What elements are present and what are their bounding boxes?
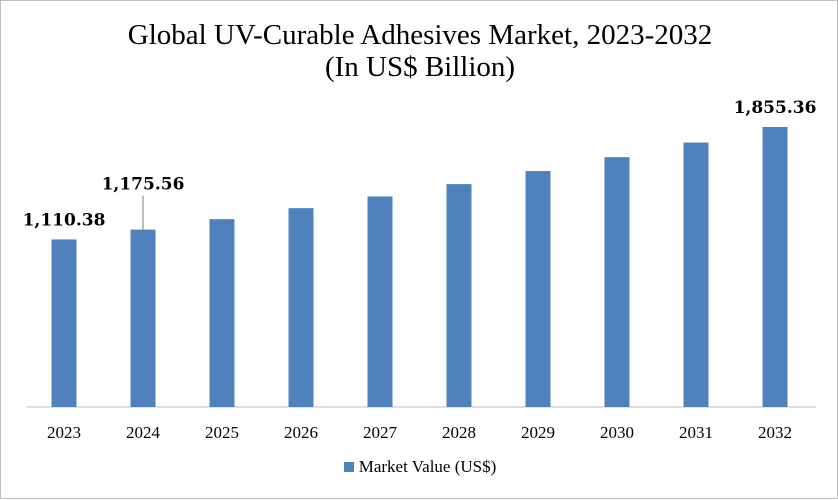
x-tick-label: 2025 [205, 423, 239, 442]
legend: Market Value (US$) [1, 457, 838, 477]
x-tick-label: 2026 [284, 423, 318, 442]
bar-2030 [604, 157, 630, 407]
x-tick-label: 2032 [758, 423, 792, 442]
x-tick-label: 2027 [363, 423, 398, 442]
legend-swatch [343, 462, 354, 472]
bar-2031 [683, 142, 709, 407]
bar-2028 [446, 184, 472, 407]
chart-title: Global UV-Curable Adhesives Market, 2023… [127, 19, 713, 51]
data-label-2032: 1,855.36 [734, 98, 817, 118]
x-tick-label: 2028 [442, 423, 476, 442]
legend-label: Market Value (US$) [358, 457, 497, 476]
bar-2027 [367, 196, 393, 407]
x-tick-label: 2031 [679, 423, 713, 442]
bar-2025 [209, 219, 235, 407]
bar-2026 [288, 208, 314, 407]
bar-2023 [51, 239, 77, 407]
bar-2029 [525, 171, 551, 407]
data-label-2024: 1,175.56 [102, 175, 185, 195]
x-tick-label: 2024 [126, 423, 161, 442]
x-tick-label: 2029 [521, 423, 555, 442]
x-tick-label: 2023 [47, 423, 81, 442]
bar-2024 [130, 229, 156, 407]
data-label-2023: 1,110.38 [23, 210, 106, 230]
bar-2032 [762, 127, 788, 407]
chart-subtitle: (In US$ Billion) [324, 51, 516, 83]
x-tick-label: 2030 [600, 423, 634, 442]
